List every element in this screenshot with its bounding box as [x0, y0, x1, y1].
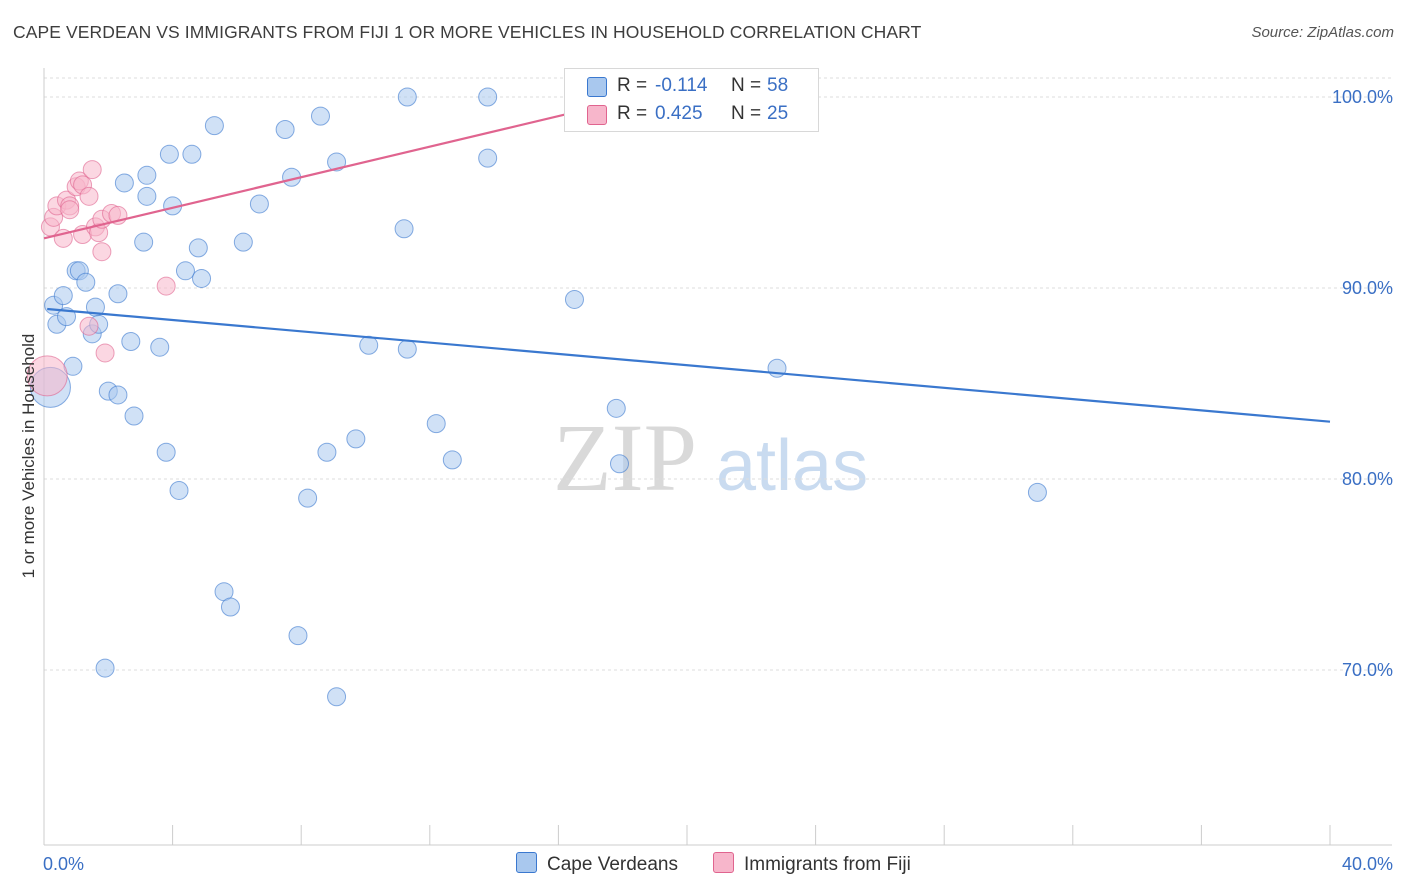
cape-verdean-point [204, 116, 224, 136]
cape-verdean-point [124, 406, 144, 426]
cape-verdean-point [606, 398, 626, 418]
cape-verdean-point [188, 238, 208, 258]
data-points [26, 87, 1047, 707]
legend-r-label: R = [617, 75, 648, 96]
grid-lines [44, 77, 1392, 671]
y-axis-title: 1 or more Vehicles in Household [19, 334, 38, 579]
cape-verdean-point [108, 284, 128, 304]
cape-verdean-point [327, 687, 347, 707]
x-tick-label-min: 0.0% [43, 854, 84, 874]
chart-title: CAPE VERDEAN VS IMMIGRANTS FROM FIJI 1 O… [13, 22, 922, 42]
stats-legend: R = -0.114 N = 58 R = 0.425 N = 25 [564, 68, 819, 132]
cape-verdean-point [275, 119, 295, 139]
cape-verdean-point [327, 152, 347, 172]
fiji-point [79, 316, 99, 336]
fiji-point [156, 276, 176, 296]
y-tick-label: 70.0% [1342, 660, 1393, 680]
cape-verdean-point [609, 454, 629, 474]
cape-verdean-point [298, 488, 318, 508]
cape-verdean-point [169, 480, 189, 500]
cape-verdean-point [359, 335, 379, 355]
bottom-legend-swatch-blue [516, 852, 537, 873]
legend-n-label: N = [731, 103, 762, 124]
cape-verdean-point [150, 337, 170, 357]
cape-verdean-point [249, 194, 269, 214]
cape-verdean-point [220, 597, 240, 617]
y-tick-label: 90.0% [1342, 278, 1393, 298]
y-tick-label: 80.0% [1342, 469, 1393, 489]
cape-verdean-point [317, 442, 337, 462]
cape-verdean-point [137, 186, 157, 206]
cape-verdean-point [426, 414, 446, 434]
cape-verdean-point [478, 87, 498, 107]
legend-n-value: 58 [767, 75, 789, 96]
fiji-point [26, 355, 68, 397]
cape-verdean-point [108, 385, 128, 405]
watermark-atlas: atlas [716, 426, 868, 506]
cape-verdean-point [233, 232, 253, 252]
bottom-legend-label: Cape Verdeans [547, 854, 678, 875]
cape-verdean-point [137, 165, 157, 185]
legend-r-value: -0.114 [655, 75, 708, 96]
fiji-point [60, 200, 80, 220]
axes [43, 68, 1392, 846]
cape-verdean-point [1027, 482, 1047, 502]
fiji-point [92, 242, 112, 262]
cape-verdean-point [76, 272, 96, 292]
cape-verdean-point [288, 626, 308, 646]
trend-lines [43, 92, 1331, 423]
cape-verdean-point [478, 148, 498, 168]
cape-verdean-point [121, 331, 141, 351]
legend-swatch-blue [587, 77, 607, 97]
cape-verdean-point [564, 289, 584, 309]
cape-verdean-point [175, 261, 195, 281]
legend-r-label: R = [617, 103, 648, 124]
legend-n-label: N = [731, 75, 762, 96]
legend-r-value: 0.425 [655, 103, 703, 124]
bottom-legend-swatch-pink [713, 852, 734, 873]
cape-verdean-point [397, 87, 417, 107]
bottom-legend-label: Immigrants from Fiji [744, 854, 911, 875]
cape-verdean-point [182, 144, 202, 164]
cape-verdean-point [310, 106, 330, 126]
cape-verdean-point [394, 219, 414, 239]
cape-verdean-point [134, 232, 154, 252]
cape-verdean-trend-line [47, 307, 1331, 423]
source-credit: Source: ZipAtlas.com [1251, 24, 1394, 41]
cape-verdean-point [346, 429, 366, 449]
bottom-legend-cape-verdeans: Cape Verdeans [516, 852, 678, 876]
legend-swatch-pink [587, 105, 607, 125]
x-tick-label-max: 40.0% [1342, 854, 1393, 874]
y-tick-label: 100.0% [1332, 87, 1393, 107]
cape-verdean-point [397, 339, 417, 359]
fiji-point [95, 343, 115, 363]
cape-verdean-point [442, 450, 462, 470]
cape-verdean-point [192, 268, 212, 288]
fiji-point [82, 160, 102, 180]
cape-verdean-point [159, 144, 179, 164]
fiji-trend-line [43, 92, 656, 240]
cape-verdean-point [114, 173, 134, 193]
cape-verdean-point [53, 286, 73, 306]
legend-n-value: 25 [767, 103, 789, 124]
cape-verdean-point [95, 658, 115, 678]
cape-verdean-point [156, 442, 176, 462]
tick-labels: 70.0% 80.0% 90.0% 100.0% 0.0% 40.0% [43, 87, 1393, 874]
bottom-legend-fiji: Immigrants from Fiji [713, 852, 911, 876]
fiji-point [79, 186, 99, 206]
